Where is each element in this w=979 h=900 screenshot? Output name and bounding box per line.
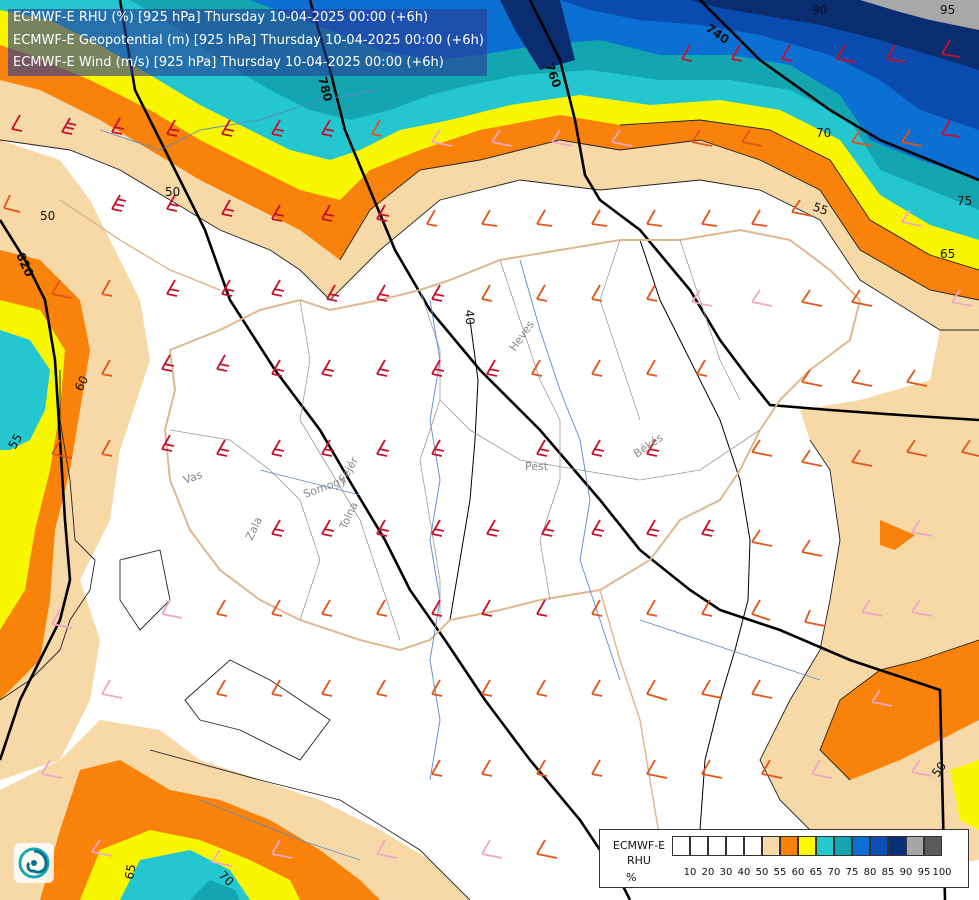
label-rh-70a: 70	[816, 126, 831, 140]
legend-swatch	[852, 836, 870, 856]
label-rh-60: 60	[72, 374, 91, 394]
legend-swatch	[924, 836, 942, 856]
legend-swatch	[888, 836, 906, 856]
legend-tick-label: 10	[683, 867, 697, 878]
label-rh-50b: 50	[165, 185, 180, 199]
thin-contours	[449, 239, 751, 831]
legend-swatch	[726, 836, 744, 856]
legend-variable: RHU	[627, 854, 651, 867]
legend-swatch	[690, 836, 708, 856]
legend-swatch	[870, 836, 888, 856]
legend-tick-label: 95	[917, 867, 931, 878]
legend-tick-label: 30	[719, 867, 733, 878]
rivers	[99, 89, 821, 861]
title-rhu: ECMWF-E RHU (%) [925 hPa] Thursday 10-04…	[13, 10, 429, 25]
legend-tick-label: 40	[737, 867, 751, 878]
label-rh-75: 75	[957, 194, 972, 208]
legend-swatch	[672, 836, 690, 856]
title-box: ECMWF-E RHU (%) [925 hPa] Thursday 10-04…	[8, 9, 487, 76]
legend-ticks: 10 20 30 40 50 55 60 65 70 75 80 85 90 95 100	[672, 867, 972, 881]
legend-tick-label: 50	[755, 867, 769, 878]
legend-tick-label: 20	[701, 867, 715, 878]
legend-tick-label: 60	[791, 867, 805, 878]
label-rh-55b: 55	[811, 200, 830, 218]
label-geo-780: 780	[315, 75, 335, 103]
title-geopotential: ECMWF-E Geopotential (m) [925 hPa] Thurs…	[13, 33, 484, 48]
label-rh-55a: 55	[5, 431, 25, 451]
legend-swatch	[780, 836, 798, 856]
legend: ECMWF-E RHU % 10 20 30 40 50 55 60 65 70 75 80 85 90…	[599, 829, 969, 888]
legend-tick-label: 65	[809, 867, 823, 878]
rh-field-south	[0, 720, 470, 900]
legend-swatch	[744, 836, 762, 856]
legend-swatches	[672, 836, 942, 856]
label-rh-65b: 65	[122, 863, 138, 880]
legend-tick-label: 55	[773, 867, 787, 878]
legend-swatch	[762, 836, 780, 856]
legend-tick-label: 80	[863, 867, 877, 878]
legend-tick-label: 100	[932, 867, 952, 878]
wind-barbs	[3, 39, 979, 867]
legend-tick-label: 75	[845, 867, 859, 878]
label-rh-40: 40	[462, 309, 477, 325]
label-rh-65a: 65	[940, 247, 955, 261]
label-rh-90: 90	[812, 3, 827, 17]
label-rh-50a: 50	[40, 209, 55, 223]
county-borders	[169, 239, 761, 641]
label-vas: Vas	[182, 468, 205, 487]
legend-unit: %	[626, 871, 637, 884]
legend-swatch	[816, 836, 834, 856]
legend-tick-label: 90	[899, 867, 913, 878]
rh-contours	[0, 119, 979, 900]
rh-field-west	[0, 140, 150, 780]
label-pest: Pest	[525, 460, 549, 473]
legend-name: ECMWF-E RHU	[606, 838, 672, 868]
legend-tick-label: 70	[827, 867, 841, 878]
legend-swatch	[798, 836, 816, 856]
legend-swatch	[708, 836, 726, 856]
legend-model: ECMWF-E	[612, 839, 666, 852]
legend-swatch	[906, 836, 924, 856]
title-wind: ECMWF-E Wind (m/s) [925 hPa] Thursday 10…	[13, 55, 444, 70]
legend-tick-label: 85	[881, 867, 895, 878]
ecmwf-swirl-logo-icon	[14, 843, 54, 883]
label-rh-95: 95	[940, 3, 955, 17]
legend-swatch	[834, 836, 852, 856]
